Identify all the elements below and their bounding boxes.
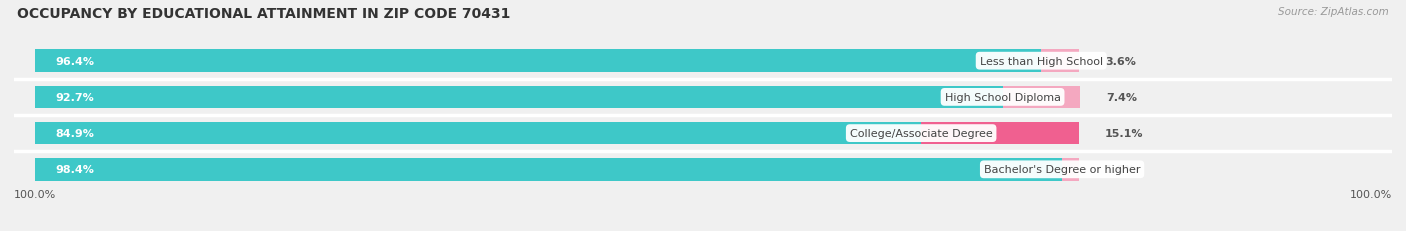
Bar	[1002, 86, 1080, 109]
Text: 15.1%: 15.1%	[1105, 128, 1143, 139]
Text: 100.0%: 100.0%	[1350, 189, 1392, 199]
Bar	[35, 50, 1078, 73]
Bar	[35, 86, 1078, 109]
Text: 7.4%: 7.4%	[1107, 92, 1137, 103]
Text: 1.6%: 1.6%	[1105, 165, 1136, 175]
Bar	[35, 158, 1078, 181]
Text: 92.7%: 92.7%	[56, 92, 94, 103]
Bar	[35, 122, 921, 145]
Bar	[921, 122, 1078, 145]
Text: 3.6%: 3.6%	[1105, 56, 1136, 66]
Bar	[35, 158, 1062, 181]
Text: 96.4%: 96.4%	[56, 56, 94, 66]
Text: OCCUPANCY BY EDUCATIONAL ATTAINMENT IN ZIP CODE 70431: OCCUPANCY BY EDUCATIONAL ATTAINMENT IN Z…	[17, 7, 510, 21]
Text: 84.9%: 84.9%	[56, 128, 94, 139]
Bar	[1042, 50, 1078, 73]
Bar	[35, 122, 1078, 145]
Text: 98.4%: 98.4%	[56, 165, 94, 175]
Text: High School Diploma: High School Diploma	[945, 92, 1060, 103]
Text: 100.0%: 100.0%	[14, 189, 56, 199]
Text: Less than High School: Less than High School	[980, 56, 1102, 66]
Text: College/Associate Degree: College/Associate Degree	[849, 128, 993, 139]
Bar	[35, 50, 1042, 73]
Text: Source: ZipAtlas.com: Source: ZipAtlas.com	[1278, 7, 1389, 17]
Text: Bachelor's Degree or higher: Bachelor's Degree or higher	[984, 165, 1140, 175]
Bar	[35, 86, 1002, 109]
Bar	[1062, 158, 1078, 181]
